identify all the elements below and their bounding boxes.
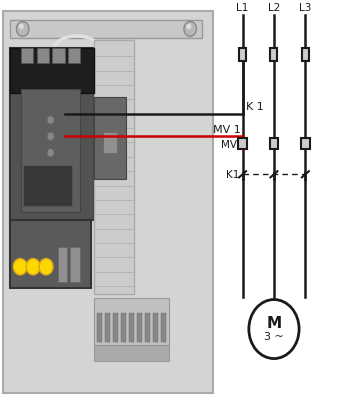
Bar xyxy=(238,139,247,150)
Text: K1: K1 xyxy=(227,170,240,180)
Bar xyxy=(153,313,158,342)
Bar xyxy=(23,166,72,207)
Bar xyxy=(113,313,118,342)
Circle shape xyxy=(47,133,54,141)
Text: L2: L2 xyxy=(268,3,280,13)
Bar xyxy=(58,247,67,282)
Bar xyxy=(121,313,126,342)
Bar xyxy=(301,139,310,150)
Circle shape xyxy=(186,25,191,30)
Bar xyxy=(37,49,49,63)
Text: 3 ~: 3 ~ xyxy=(264,332,284,342)
Text: K 1: K 1 xyxy=(246,101,264,111)
Bar xyxy=(97,313,102,342)
Bar xyxy=(52,49,65,63)
Bar xyxy=(302,49,309,62)
Circle shape xyxy=(249,300,299,359)
Bar xyxy=(21,90,80,213)
Bar xyxy=(70,247,80,282)
Bar xyxy=(10,20,202,39)
Text: MV 1: MV 1 xyxy=(213,125,241,135)
Bar xyxy=(270,139,278,150)
Bar xyxy=(94,98,126,180)
Circle shape xyxy=(47,149,54,157)
Bar xyxy=(103,133,117,153)
Circle shape xyxy=(47,117,54,125)
Bar xyxy=(129,313,134,342)
Bar xyxy=(161,313,166,342)
Text: MV: MV xyxy=(221,139,237,150)
Bar xyxy=(239,49,246,62)
Circle shape xyxy=(26,259,40,275)
Bar xyxy=(3,12,213,393)
Circle shape xyxy=(16,22,29,37)
Bar xyxy=(68,49,80,63)
Bar xyxy=(10,49,94,221)
Bar xyxy=(94,346,169,361)
Circle shape xyxy=(184,22,196,37)
Text: L1: L1 xyxy=(236,3,249,13)
Bar xyxy=(270,49,277,62)
Text: M: M xyxy=(266,316,282,330)
Bar xyxy=(137,313,142,342)
Bar xyxy=(145,313,150,342)
Circle shape xyxy=(39,259,53,275)
Circle shape xyxy=(19,25,24,30)
Text: L3: L3 xyxy=(299,3,312,13)
Bar xyxy=(105,313,110,342)
Bar xyxy=(10,221,91,288)
Bar xyxy=(21,49,33,63)
Circle shape xyxy=(13,259,27,275)
Bar xyxy=(10,49,94,94)
Bar xyxy=(94,41,134,294)
Bar xyxy=(94,299,169,346)
